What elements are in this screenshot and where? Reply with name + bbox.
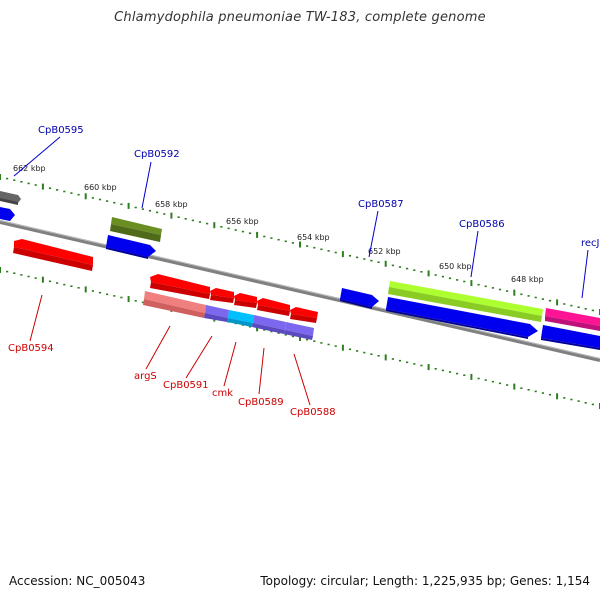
label-cpb0591[interactable]: CpB0591 (163, 380, 209, 391)
genome-summary-text: Topology: circular; Length: 1,225,935 bp… (260, 574, 590, 588)
gene-cpb0586-blue[interactable] (386, 297, 538, 339)
label-cpb0589[interactable]: CpB0589 (238, 397, 284, 408)
gene-cmk[interactable] (234, 293, 257, 308)
tick-label-658: 658 kbp (155, 200, 188, 209)
label-cpb0587[interactable]: CpB0587 (358, 199, 404, 210)
tick-label-654: 654 kbp (297, 233, 330, 242)
inner-gene-band (143, 291, 314, 340)
genome-backbone (0, 220, 600, 362)
gene-cpb0589[interactable] (257, 298, 290, 316)
leader-args (145, 325, 171, 370)
label-cmk[interactable]: cmk (212, 388, 233, 399)
gene-cpb0591[interactable] (210, 288, 234, 303)
tick-label-662: 662 kbp (13, 164, 46, 173)
map-title: Chlamydophila pneumoniae TW-183, complet… (114, 10, 486, 25)
label-cpb0594[interactable]: CpB0594 (8, 343, 54, 354)
gene-argS[interactable] (150, 274, 210, 299)
accession-text: Accession: NC_005043 (9, 574, 146, 588)
tick-label-660: 660 kbp (84, 183, 117, 192)
leader-cpb0589 (258, 347, 265, 395)
gene-cpb0588[interactable] (290, 307, 318, 323)
gene-recj-blue[interactable] (541, 325, 600, 350)
label-recj[interactable]: recJ (581, 238, 600, 249)
label-cpb0588[interactable]: CpB0588 (290, 407, 336, 418)
label-cpb0595[interactable]: CpB0595 (38, 125, 84, 136)
gene-cpb0587[interactable] (340, 288, 379, 309)
label-cpb0586[interactable]: CpB0586 (459, 219, 505, 230)
tick-label-652: 652 kbp (368, 247, 401, 256)
gene-recj[interactable] (545, 308, 600, 331)
leader-cmk (223, 341, 237, 387)
leader-cpb0586 (470, 230, 479, 278)
leader-cpb0595 (13, 136, 61, 177)
outer-tick-track (0, 174, 600, 315)
gene-cpb0594[interactable] (13, 239, 93, 271)
gene-cpb0592-olive[interactable] (110, 217, 162, 242)
tick-label-656: 656 kbp (226, 217, 259, 226)
tick-label-650: 650 kbp (439, 262, 472, 271)
gene-cpb0595-blue[interactable] (0, 207, 15, 221)
leader-cpb0588 (293, 353, 311, 406)
label-args[interactable]: argS (134, 371, 157, 382)
leader-cpb0591 (185, 335, 213, 379)
leader-cpb0594 (29, 294, 43, 342)
leader-cpb0592 (141, 161, 152, 209)
label-cpb0592[interactable]: CpB0592 (134, 149, 180, 160)
gene-cpb0592[interactable] (106, 235, 156, 259)
tick-label-648: 648 kbp (511, 275, 544, 284)
gene-cpb0586[interactable] (388, 281, 543, 322)
leader-cpb0587 (368, 210, 379, 258)
gene-cpb0595[interactable] (0, 191, 21, 205)
leader-recj (581, 249, 589, 299)
